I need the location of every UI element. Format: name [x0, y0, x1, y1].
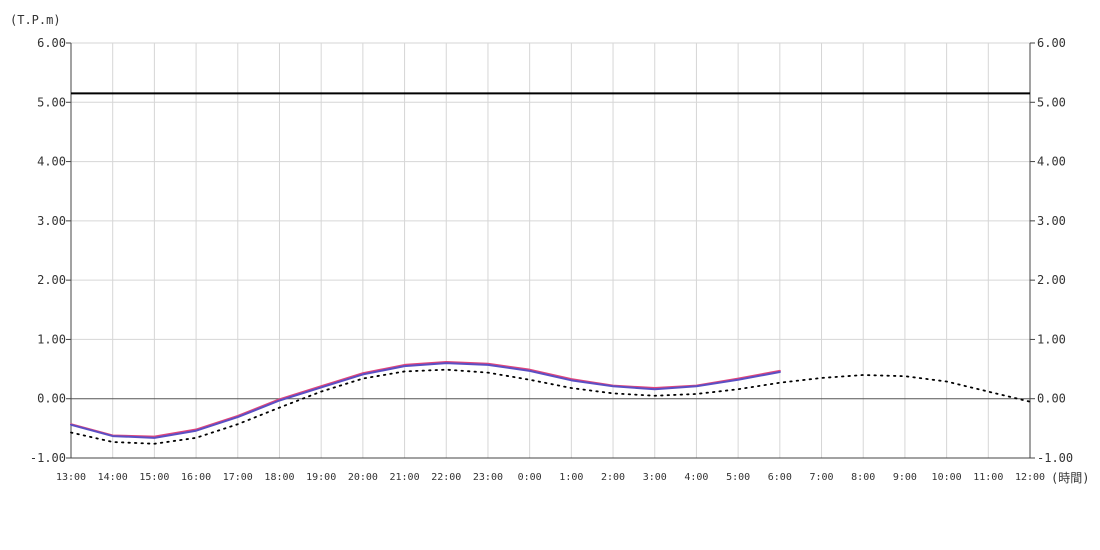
series-line-dotted [70, 368, 1031, 445]
x-tick-label: 19:00 [306, 472, 336, 483]
y-tick-label-left: 6.00 [37, 36, 66, 50]
x-tick-label: 23:00 [473, 472, 503, 483]
x-tick-label: 21:00 [390, 472, 420, 483]
y-ticks-left: 6.00 5.00 4.00 3.00 2.00 1.00 0.00 -1.00 [30, 36, 71, 465]
x-tick-label: 3:00 [643, 472, 667, 483]
x-tick-label: 16:00 [181, 472, 211, 483]
x-tick-label: 9:00 [893, 472, 917, 483]
x-unit-label: (時間) [1051, 471, 1089, 485]
x-tick-label: 13:00 [56, 472, 86, 483]
x-tick-label: 2:00 [601, 472, 625, 483]
x-tick-label: 17:00 [223, 472, 253, 483]
y-tick-label-right: 2.00 [1037, 273, 1066, 287]
x-tick-label: 1:00 [559, 472, 583, 483]
y-tick-label-left: 2.00 [37, 273, 66, 287]
grid [71, 42, 1030, 458]
series-line-2 [70, 362, 781, 439]
x-tick-label: 18:00 [264, 472, 294, 483]
series-line-1 [70, 360, 781, 438]
x-tick-label: 11:00 [973, 472, 1003, 483]
y-tick-label-right: 3.00 [1037, 214, 1066, 228]
x-tick-label: 6:00 [768, 472, 792, 483]
y-unit-label: (T.P.m) [10, 13, 61, 27]
y-tick-label-right: 6.00 [1037, 36, 1066, 50]
x-tick-label: 8:00 [851, 472, 875, 483]
series-group [70, 360, 1031, 445]
x-tick-label: 4:00 [684, 472, 708, 483]
axes [70, 43, 1031, 459]
y-tick-label-left: -1.00 [30, 451, 66, 465]
y-tick-label-left: 4.00 [37, 155, 66, 169]
y-tick-label-left: 3.00 [37, 214, 66, 228]
x-tick-label: 20:00 [348, 472, 378, 483]
x-tick-label: 5:00 [726, 472, 750, 483]
y-tick-label-left: 1.00 [37, 332, 66, 346]
y-tick-label-left: 0.00 [37, 392, 66, 406]
y-tick-label-right: 0.00 [1037, 392, 1066, 406]
y-tick-label-right: -1.00 [1037, 451, 1073, 465]
x-tick-label: 14:00 [98, 472, 128, 483]
y-tick-label-right: 4.00 [1037, 155, 1066, 169]
x-tick-label: 7:00 [809, 472, 833, 483]
x-ticks: 13:00 14:00 15:00 16:00 17:00 18:00 19:00 20:00… [56, 472, 1045, 483]
x-tick-label: 22:00 [431, 472, 461, 483]
x-tick-label: 12:00 [1015, 472, 1045, 483]
x-tick-label: 0:00 [518, 472, 542, 483]
x-tick-label: 15:00 [139, 472, 169, 483]
y-tick-label-right: 1.00 [1037, 332, 1066, 346]
y-ticks-right: 6.00 5.00 4.00 3.00 2.00 1.00 0.00 -1.00 [1030, 36, 1073, 465]
y-tick-label-right: 5.00 [1037, 95, 1066, 109]
y-tick-label-left: 5.00 [37, 95, 66, 109]
x-tick-label: 10:00 [932, 472, 962, 483]
